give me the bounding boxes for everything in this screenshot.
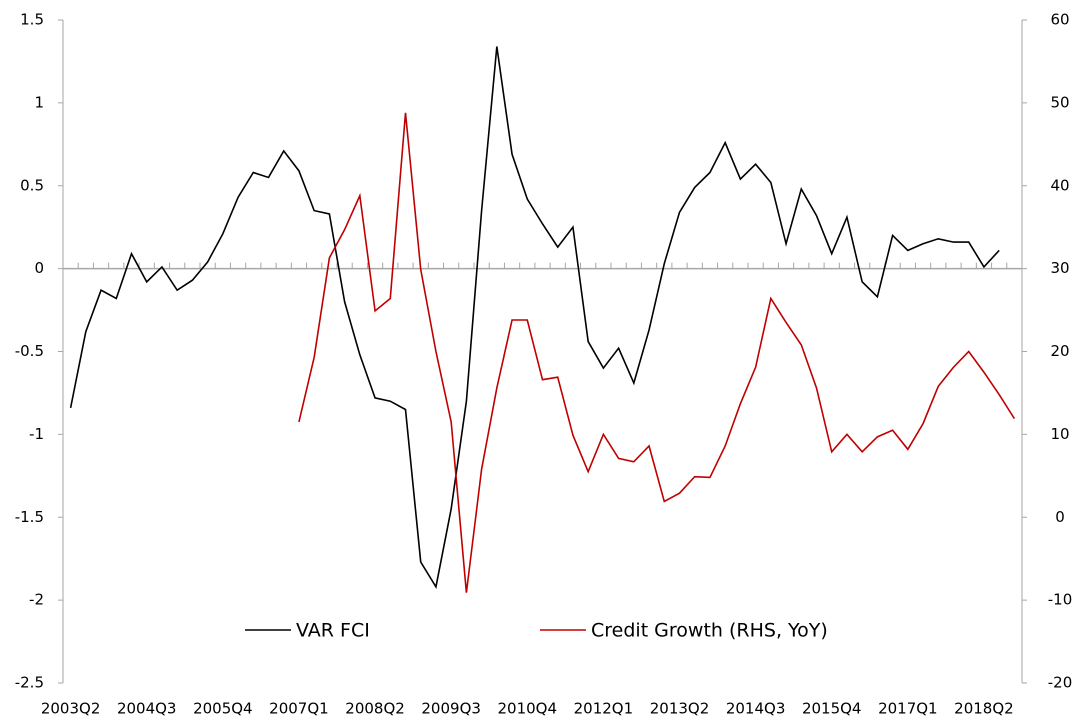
x-tick-label: 2010Q4 <box>498 700 558 718</box>
y-tick-label: -2.5 <box>15 674 44 692</box>
x-tick-label: 2015Q4 <box>802 700 862 718</box>
x-tick-label: 2012Q1 <box>574 700 634 718</box>
y2-tick-label: -20 <box>1048 674 1073 692</box>
y-tick-label: 1.5 <box>20 11 44 29</box>
legend-label: Credit Growth (RHS, YoY) <box>591 620 828 642</box>
x-tick-label: 2018Q2 <box>954 700 1014 718</box>
x-tick-label: 2014Q3 <box>726 700 786 718</box>
x-tick-label: 2009Q3 <box>421 700 481 718</box>
y2-tick-label: 40 <box>1050 176 1069 194</box>
x-tick-label: 2017Q1 <box>878 700 938 718</box>
y2-tick-label: 20 <box>1050 342 1069 360</box>
y2-tick-label: 10 <box>1050 425 1069 443</box>
y-tick-label: -1 <box>29 425 44 443</box>
series-line <box>298 112 1016 593</box>
y2-tick-label: 50 <box>1050 93 1069 111</box>
y-tick-label: -2 <box>29 591 44 609</box>
y-tick-label: -1.5 <box>15 508 44 526</box>
y-tick-label: 0.5 <box>20 176 44 194</box>
y2-tick-label: 0 <box>1055 508 1065 526</box>
y2-tick-label: 60 <box>1050 11 1069 29</box>
x-tick-label: 2008Q2 <box>345 700 405 718</box>
x-tick-label: 2007Q1 <box>269 700 329 718</box>
legend-label: VAR FCI <box>296 620 370 642</box>
y-tick-label: -0.5 <box>15 342 44 360</box>
series-line <box>69 46 1000 590</box>
y2-tick-label: 30 <box>1050 259 1069 277</box>
x-tick-label: 2005Q4 <box>193 700 253 718</box>
y-tick-label: 1 <box>34 93 44 111</box>
x-tick-label: 2004Q3 <box>117 700 177 718</box>
legend: VAR FCI Credit Growth (RHS, YoY) <box>245 620 828 642</box>
y-tick-label: 0 <box>34 259 44 277</box>
x-tick-label: 2013Q2 <box>650 700 710 718</box>
y2-tick-label: -10 <box>1048 591 1073 609</box>
x-tick-label: 2003Q2 <box>41 700 101 718</box>
